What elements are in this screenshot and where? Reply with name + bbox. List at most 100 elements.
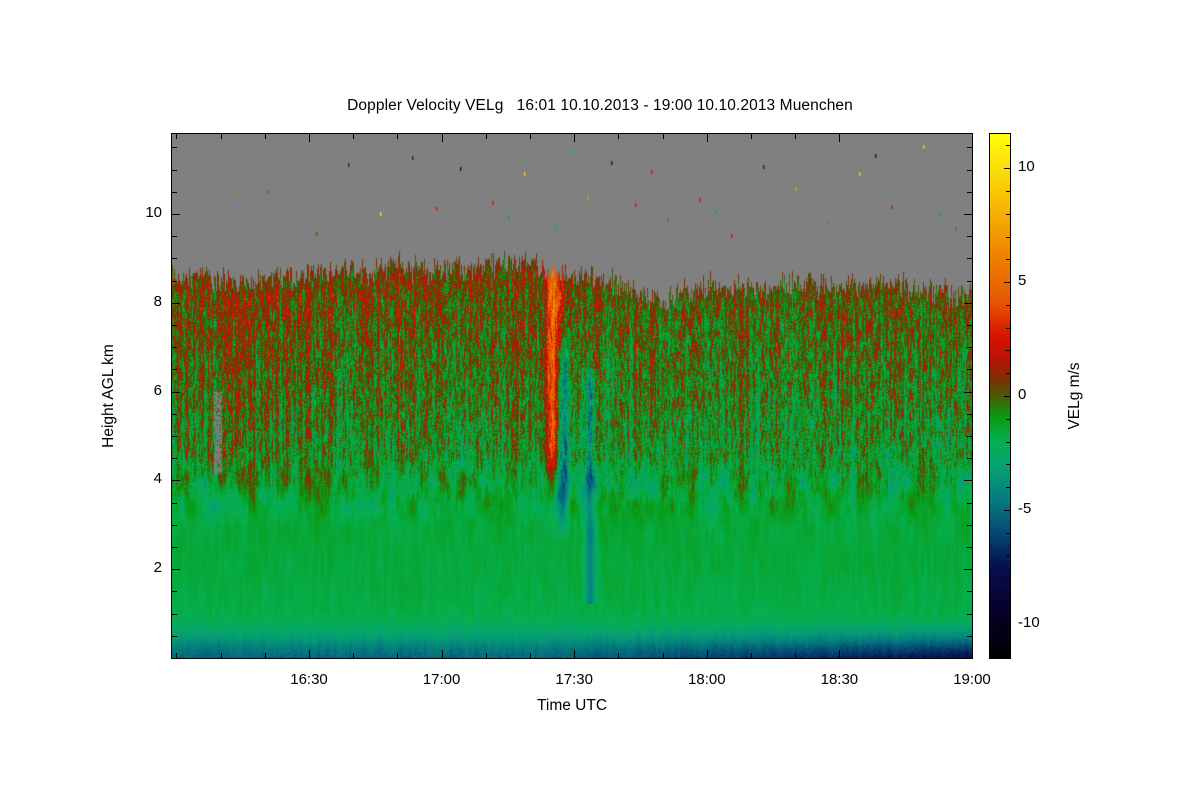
x-major-tick [309, 650, 311, 658]
doppler-velocity-heatmap [172, 134, 972, 658]
x-tick-label-18:30: 18:30 [820, 671, 859, 688]
colorbar-minor-tick [1006, 464, 1010, 466]
colorbar-minor-tick [1006, 418, 1010, 420]
x-minor-tick-top [795, 134, 797, 139]
y-minor-tick-right [967, 502, 972, 504]
colorbar-minor-tick [1006, 350, 1010, 352]
colorbar-major-tick [1004, 396, 1010, 397]
y-minor-tick [172, 191, 177, 193]
colorbar-tick-label--5: -5 [1018, 499, 1032, 517]
x-minor-tick-top [618, 134, 620, 139]
x-minor-tick-top [176, 134, 178, 139]
y-major-tick [172, 480, 180, 482]
y-minor-tick [172, 369, 177, 371]
colorbar-minor-tick [1006, 601, 1010, 603]
y-minor-tick-right [967, 236, 972, 238]
y-minor-tick [172, 413, 177, 415]
x-tick-label-17:00: 17:00 [422, 671, 461, 688]
x-minor-tick [397, 653, 399, 658]
x-tick-label-16:30: 16:30 [290, 671, 328, 688]
x-minor-tick [530, 653, 532, 658]
x-minor-tick [353, 653, 355, 658]
x-major-tick-top [441, 134, 443, 142]
colorbar-minor-tick [1006, 213, 1010, 215]
x-major-tick [839, 650, 841, 658]
x-minor-tick-top [662, 134, 664, 139]
y-minor-tick-right [967, 258, 972, 260]
y-minor-tick [172, 635, 177, 637]
y-minor-tick [172, 435, 177, 437]
y-tick-label-2: 2 [153, 559, 162, 577]
x-tick-label-18:00: 18:00 [688, 671, 726, 688]
x-minor-tick [264, 653, 266, 658]
y-major-tick [172, 569, 180, 571]
y-minor-tick [172, 280, 177, 282]
x-major-tick-top [706, 134, 708, 142]
x-minor-tick-top [530, 134, 532, 139]
y-minor-tick-right [967, 369, 972, 371]
x-major-tick [972, 650, 973, 658]
y-minor-tick-right [967, 169, 972, 171]
y-minor-tick [172, 147, 177, 149]
y-minor-tick [172, 458, 177, 460]
y-axis-title: Height AGL km [100, 344, 117, 448]
y-minor-tick-right [967, 613, 972, 615]
y-major-tick [172, 391, 180, 393]
x-axis-title: Time UTC [536, 697, 608, 714]
x-minor-tick [618, 653, 620, 658]
colorbar-minor-tick [1006, 441, 1010, 443]
colorbar-major-tick [1004, 168, 1010, 170]
x-major-tick-top [574, 134, 576, 142]
y-major-tick-right [964, 213, 972, 215]
y-tick-label-8: 8 [153, 292, 162, 310]
y-minor-tick [172, 524, 177, 526]
colorbar-minor-tick [1006, 487, 1010, 489]
colorbar-minor-tick [1006, 327, 1010, 329]
y-minor-tick [172, 613, 177, 615]
y-major-tick-right [964, 480, 972, 482]
x-major-tick-top [839, 134, 841, 142]
plot-area [171, 133, 973, 659]
colorbar-minor-tick [1006, 236, 1010, 238]
x-minor-tick-top [485, 134, 487, 139]
y-major-tick-right [964, 391, 972, 393]
y-minor-tick-right [967, 458, 972, 460]
y-tick-label-4: 4 [153, 470, 162, 488]
x-minor-tick-top [220, 134, 222, 139]
colorbar-tick-label-10: 10 [1018, 158, 1035, 176]
y-major-tick-right [964, 569, 972, 571]
y-minor-tick-right [967, 635, 972, 637]
colorbar-tick-label--10: -10 [1018, 613, 1040, 631]
y-minor-tick [172, 502, 177, 504]
x-minor-tick [751, 653, 752, 658]
y-minor-tick-right [967, 324, 972, 326]
y-minor-tick [172, 169, 177, 171]
colorbar-major-tick [1004, 623, 1010, 625]
y-minor-tick-right [967, 591, 972, 593]
colorbar-gradient [990, 134, 1010, 658]
y-minor-tick [172, 236, 177, 238]
x-major-tick [441, 650, 443, 658]
colorbar-minor-tick [1006, 532, 1010, 534]
x-minor-tick [485, 653, 487, 658]
x-minor-tick [176, 653, 178, 658]
x-minor-tick [795, 653, 797, 658]
y-minor-tick [172, 347, 177, 349]
colorbar [989, 133, 1011, 659]
y-minor-tick-right [967, 435, 972, 437]
x-major-tick [574, 650, 576, 658]
y-minor-tick [172, 324, 177, 326]
colorbar-minor-tick [1006, 190, 1010, 192]
y-minor-tick-right [967, 524, 972, 526]
x-tick-label-17:30: 17:30 [555, 671, 593, 688]
colorbar-minor-tick [1006, 555, 1010, 557]
y-minor-tick-right [967, 191, 972, 193]
x-tick-label-19:00: 19:00 [953, 671, 991, 688]
colorbar-tick-label-5: 5 [1018, 272, 1027, 290]
x-major-tick [706, 650, 708, 658]
y-minor-tick-right [967, 347, 972, 349]
y-minor-tick [172, 591, 177, 593]
colorbar-minor-tick [1006, 145, 1010, 147]
colorbar-minor-tick [1006, 578, 1010, 580]
